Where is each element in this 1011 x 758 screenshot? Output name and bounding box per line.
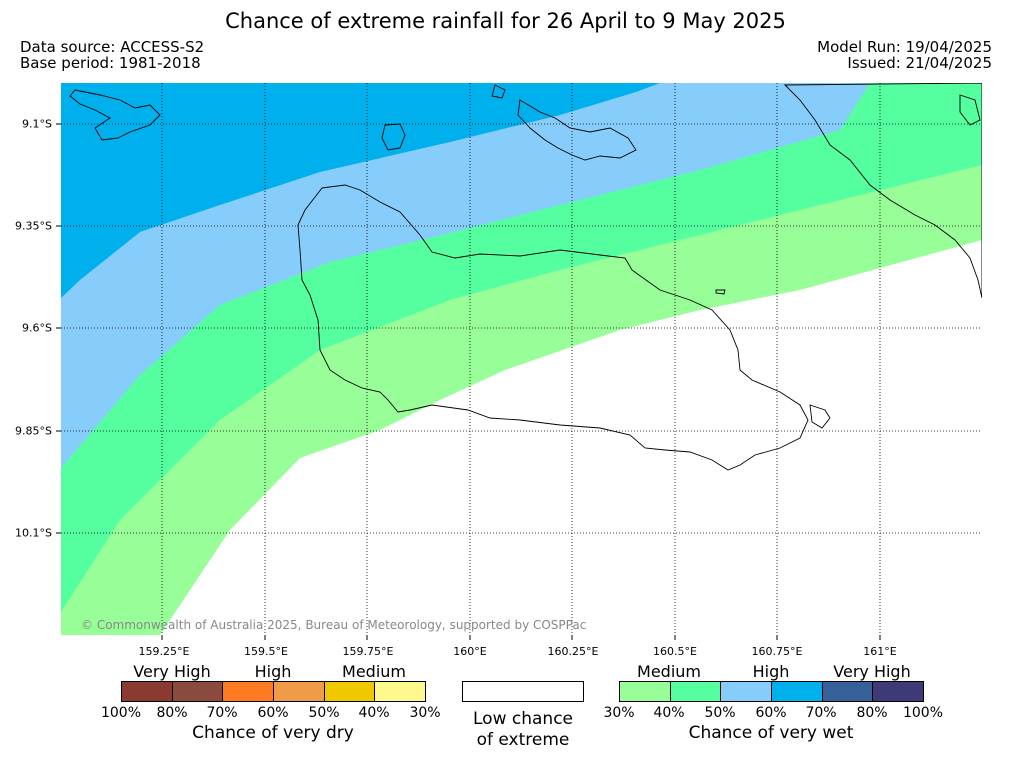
lat-label: 9.6°S bbox=[22, 321, 52, 335]
wet-swatch bbox=[873, 682, 924, 701]
east-islet bbox=[809, 404, 831, 429]
copyright-notice: © Commonwealth of Australia 2025, Bureau… bbox=[81, 618, 587, 632]
lat-label: 10.1°S bbox=[15, 526, 52, 540]
dry-swatch bbox=[223, 682, 275, 701]
dry-tick: 100% bbox=[100, 705, 142, 721]
wet-tick: 30% bbox=[603, 705, 635, 721]
low-chance-label: Low chance of extreme bbox=[473, 709, 573, 751]
wet-tick: 100% bbox=[902, 705, 944, 721]
dry-category-very-high: Very High bbox=[133, 662, 211, 681]
lon-label: 160.5°E bbox=[653, 645, 697, 658]
wet-swatch bbox=[772, 682, 823, 701]
map-title: Chance of extreme rainfall for 26 April … bbox=[225, 9, 786, 33]
lon-label: 159.5°E bbox=[244, 645, 288, 658]
dry-tick: 80% bbox=[156, 705, 188, 721]
wet-legend-label: Chance of very wet bbox=[688, 723, 854, 743]
wet-category-medium: Medium bbox=[637, 662, 701, 681]
lon-label: 159.25°E bbox=[138, 645, 190, 658]
dry-swatch bbox=[172, 682, 224, 701]
malaita-islets bbox=[959, 94, 981, 126]
dry-swatch bbox=[324, 682, 376, 701]
coastlines bbox=[69, 83, 982, 471]
wet-colorbar bbox=[619, 681, 924, 702]
dry-category-high: High bbox=[254, 662, 292, 681]
graticule bbox=[61, 83, 982, 635]
lon-label: 160°E bbox=[453, 645, 487, 658]
wet-swatch bbox=[620, 682, 671, 701]
dry-swatch bbox=[274, 682, 325, 701]
data-source: Data source: ACCESS-S2 bbox=[20, 38, 205, 56]
dry-tick: 70% bbox=[206, 705, 238, 721]
wet-tick: 60% bbox=[755, 705, 787, 721]
lon-label: 160.25°E bbox=[547, 645, 599, 658]
wet-category-high: High bbox=[752, 662, 790, 681]
dry-swatch bbox=[375, 682, 426, 701]
lon-label: 161°E bbox=[863, 645, 897, 658]
small-islet bbox=[715, 289, 726, 295]
base-period: Base period: 1981-2018 bbox=[20, 54, 201, 72]
wet-tick: 50% bbox=[704, 705, 736, 721]
wet-tick: 40% bbox=[653, 705, 685, 721]
source-info: Data source: ACCESS-S2 Base period: 1981… bbox=[20, 39, 204, 71]
dry-tick: 60% bbox=[257, 705, 289, 721]
wet-swatch bbox=[721, 682, 773, 701]
low-chance-line2: of extreme bbox=[476, 730, 570, 750]
guadalcanal-coast bbox=[297, 184, 809, 471]
dry-swatch bbox=[122, 682, 173, 701]
model-run: Model Run: 19/04/2025 bbox=[817, 38, 992, 56]
low-chance-swatch bbox=[462, 681, 584, 702]
dry-category-medium: Medium bbox=[342, 662, 406, 681]
band-wet-60-70 bbox=[61, 83, 660, 298]
lat-label: 9.35°S bbox=[15, 219, 52, 233]
malaita-coast bbox=[783, 83, 982, 299]
wet-tick: 70% bbox=[805, 705, 837, 721]
wet-swatch bbox=[670, 682, 722, 701]
run-info: Model Run: 19/04/2025 Issued: 21/04/2025 bbox=[817, 39, 992, 71]
wet-category-very-high: Very High bbox=[833, 662, 911, 681]
gela-islands bbox=[517, 99, 637, 161]
probability-bands bbox=[61, 83, 982, 635]
dry-tick: 30% bbox=[409, 705, 441, 721]
wet-tick: 80% bbox=[856, 705, 888, 721]
wet-swatch bbox=[822, 682, 874, 701]
lon-label: 159.75°E bbox=[342, 645, 394, 658]
dry-legend-label: Chance of very dry bbox=[192, 723, 354, 743]
dry-tick: 40% bbox=[358, 705, 390, 721]
low-chance-line1: Low chance bbox=[473, 709, 573, 729]
issued-date: Issued: 21/04/2025 bbox=[847, 54, 992, 72]
lat-label: 9.1°S bbox=[22, 117, 52, 131]
dry-colorbar bbox=[121, 681, 426, 702]
lon-label: 160.75°E bbox=[751, 645, 803, 658]
map-ticks bbox=[56, 123, 881, 640]
florida-islet bbox=[491, 84, 506, 99]
russell-islands bbox=[69, 89, 161, 141]
lat-label: 9.85°S bbox=[15, 424, 52, 438]
dry-tick: 50% bbox=[308, 705, 340, 721]
